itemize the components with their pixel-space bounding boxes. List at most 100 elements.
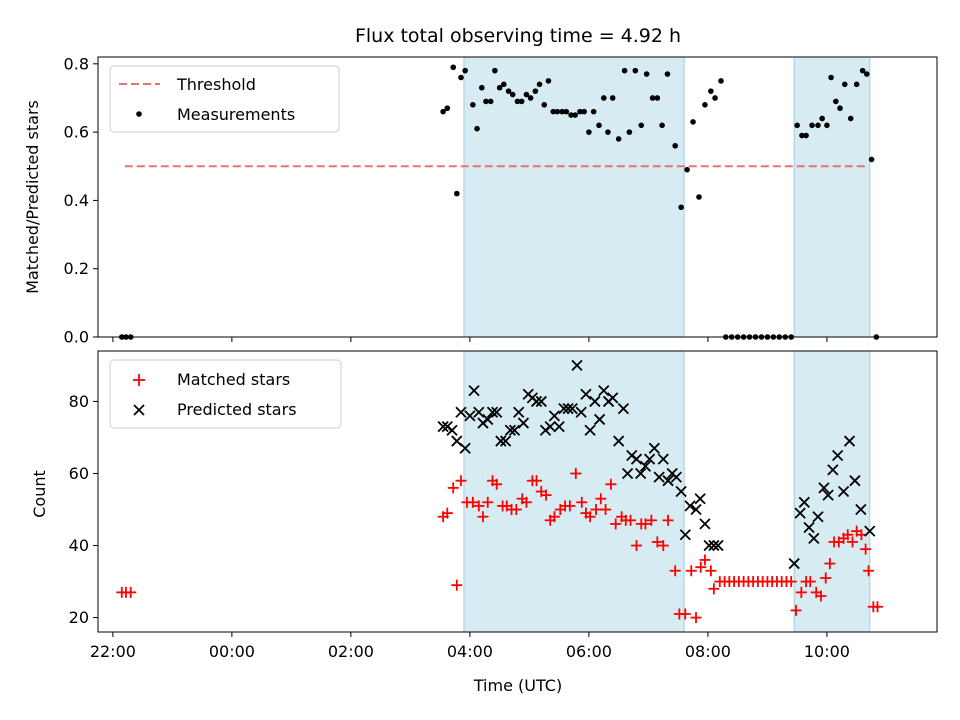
predicted-star-point-72: [837, 485, 850, 498]
matched-star-point-74: [790, 604, 802, 616]
predicted-star-point-43: [630, 453, 643, 465]
matched-star-point-57: [708, 583, 720, 595]
matched-star-point-77: [804, 576, 816, 588]
predicted-star-point-73: [843, 435, 856, 447]
matched-star-point-51: [679, 608, 691, 620]
measurement-point-42: [621, 67, 628, 74]
matched-star-point-45: [645, 514, 657, 526]
measurement-point-8: [462, 67, 468, 74]
predicted-star-point-56: [690, 503, 702, 516]
predicted-star-point-7: [468, 384, 480, 397]
predicted-star-point-66: [808, 532, 820, 544]
predicted-star-point-70: [827, 464, 839, 476]
measurement-point-58: [712, 95, 718, 101]
measurement-point-13: [487, 98, 494, 105]
predicted-star-point-52: [670, 471, 683, 483]
measurement-point-56: [702, 102, 708, 108]
measurement-point-53: [684, 166, 690, 173]
predicted-star-point-24: [544, 421, 556, 433]
predicted-star-point-30: [571, 359, 583, 372]
measurement-point-54: [690, 119, 696, 125]
bottom-xtick-label-5: 08:00: [685, 642, 731, 661]
matched-star-point-22: [531, 475, 543, 487]
measurement-point-22: [527, 95, 534, 101]
legend-matched-label: Matched stars: [177, 370, 290, 389]
predicted-star-point-50: [662, 475, 674, 487]
matched-star-point-49: [669, 565, 681, 577]
matched-star-point-31: [576, 496, 588, 508]
legend-predicted-swatch: [133, 404, 145, 416]
predicted-star-point-48: [653, 471, 665, 483]
matched-star-point-5: [447, 482, 459, 494]
measurement-point-59: [718, 78, 724, 84]
measurement-point-7: [458, 74, 464, 81]
measurement-point-72: [794, 122, 800, 129]
bottom-xtick-label-1: 00:00: [209, 642, 255, 661]
matched-star-point-56: [705, 565, 717, 577]
top-ytick-label-0: 0.0: [64, 328, 89, 347]
measurement-point-57: [708, 88, 714, 94]
top-legend: Threshold Measurements: [109, 65, 340, 133]
measurement-point-28: [554, 108, 561, 115]
chart-title: Flux total observing time = 4.92 h: [355, 25, 681, 47]
predicted-star-point-69: [822, 489, 834, 501]
legend-matched-swatch: [133, 374, 145, 386]
measurement-point-33: [577, 108, 583, 115]
measurement-point-44: [632, 67, 639, 74]
measurement-point-5: [450, 64, 457, 71]
matched-star-point-85: [842, 529, 854, 541]
matched-star-point-79: [815, 590, 827, 602]
matched-star-point-14: [491, 478, 503, 490]
bottom-legend: Matched stars Predicted stars: [109, 359, 342, 429]
matched-star-point-80: [820, 572, 832, 584]
predicted-star-point-59: [703, 539, 715, 552]
measurement-point-74: [803, 132, 809, 139]
measurement-point-86: [863, 71, 870, 77]
bottom-ytick-label-1: 40: [69, 536, 89, 555]
matched-star-point-6: [451, 579, 463, 591]
measurement-point-46: [643, 71, 650, 77]
measurement-point-29: [559, 108, 565, 115]
bottom-legend-box: [109, 359, 342, 429]
measurement-point-40: [609, 95, 616, 101]
matched-star-point-7: [455, 475, 467, 487]
predicted-star-point-76: [864, 525, 876, 537]
matched-star-point-34: [590, 504, 602, 516]
bottom-ytick-label-2: 60: [69, 464, 89, 483]
legend-predicted-label: Predicted stars: [177, 400, 297, 419]
measurement-point-49: [659, 122, 665, 129]
matched-star-point-37: [605, 478, 617, 490]
predicted-star-point-68: [818, 482, 830, 494]
top-ytick-label-4: 0.8: [64, 54, 89, 73]
matched-star-point-30: [570, 467, 582, 479]
measurement-point-80: [833, 98, 839, 105]
measurement-point-85: [859, 67, 866, 74]
bottom-ytick-label-3: 80: [69, 392, 89, 411]
predicted-star-point-55: [684, 500, 696, 512]
predicted-star-point-67: [812, 511, 824, 523]
predicted-star-point-58: [699, 518, 711, 530]
predicted-star-point-60: [708, 539, 720, 552]
matched-star-point-41: [625, 514, 637, 526]
top-shaded-spans: [463, 56, 871, 338]
legend-threshold-label: Threshold: [176, 75, 256, 94]
predicted-star-point-27: [558, 403, 570, 415]
predicted-star-point-14: [499, 435, 512, 447]
measurement-point-38: [600, 95, 607, 101]
bottom-shaded-span-0: [463, 350, 685, 633]
top-ytick-label-3: 0.6: [64, 123, 89, 142]
top-shaded-span-0: [463, 56, 685, 338]
matched-star-point-54: [695, 561, 707, 573]
matched-star-point-92: [871, 601, 883, 613]
top-legend-box: [109, 65, 340, 133]
predicted-star-point-26: [553, 421, 565, 433]
measurement-point-73: [799, 132, 805, 139]
predicted-star-point-6: [464, 410, 476, 422]
measurement-point-31: [568, 112, 574, 118]
predicted-star-point-8: [473, 406, 485, 418]
measurement-point-75: [809, 122, 815, 129]
measurement-point-39: [605, 129, 611, 135]
bottom-xtick-label-6: 10:00: [804, 642, 850, 661]
predicted-star-point-25: [548, 410, 561, 422]
